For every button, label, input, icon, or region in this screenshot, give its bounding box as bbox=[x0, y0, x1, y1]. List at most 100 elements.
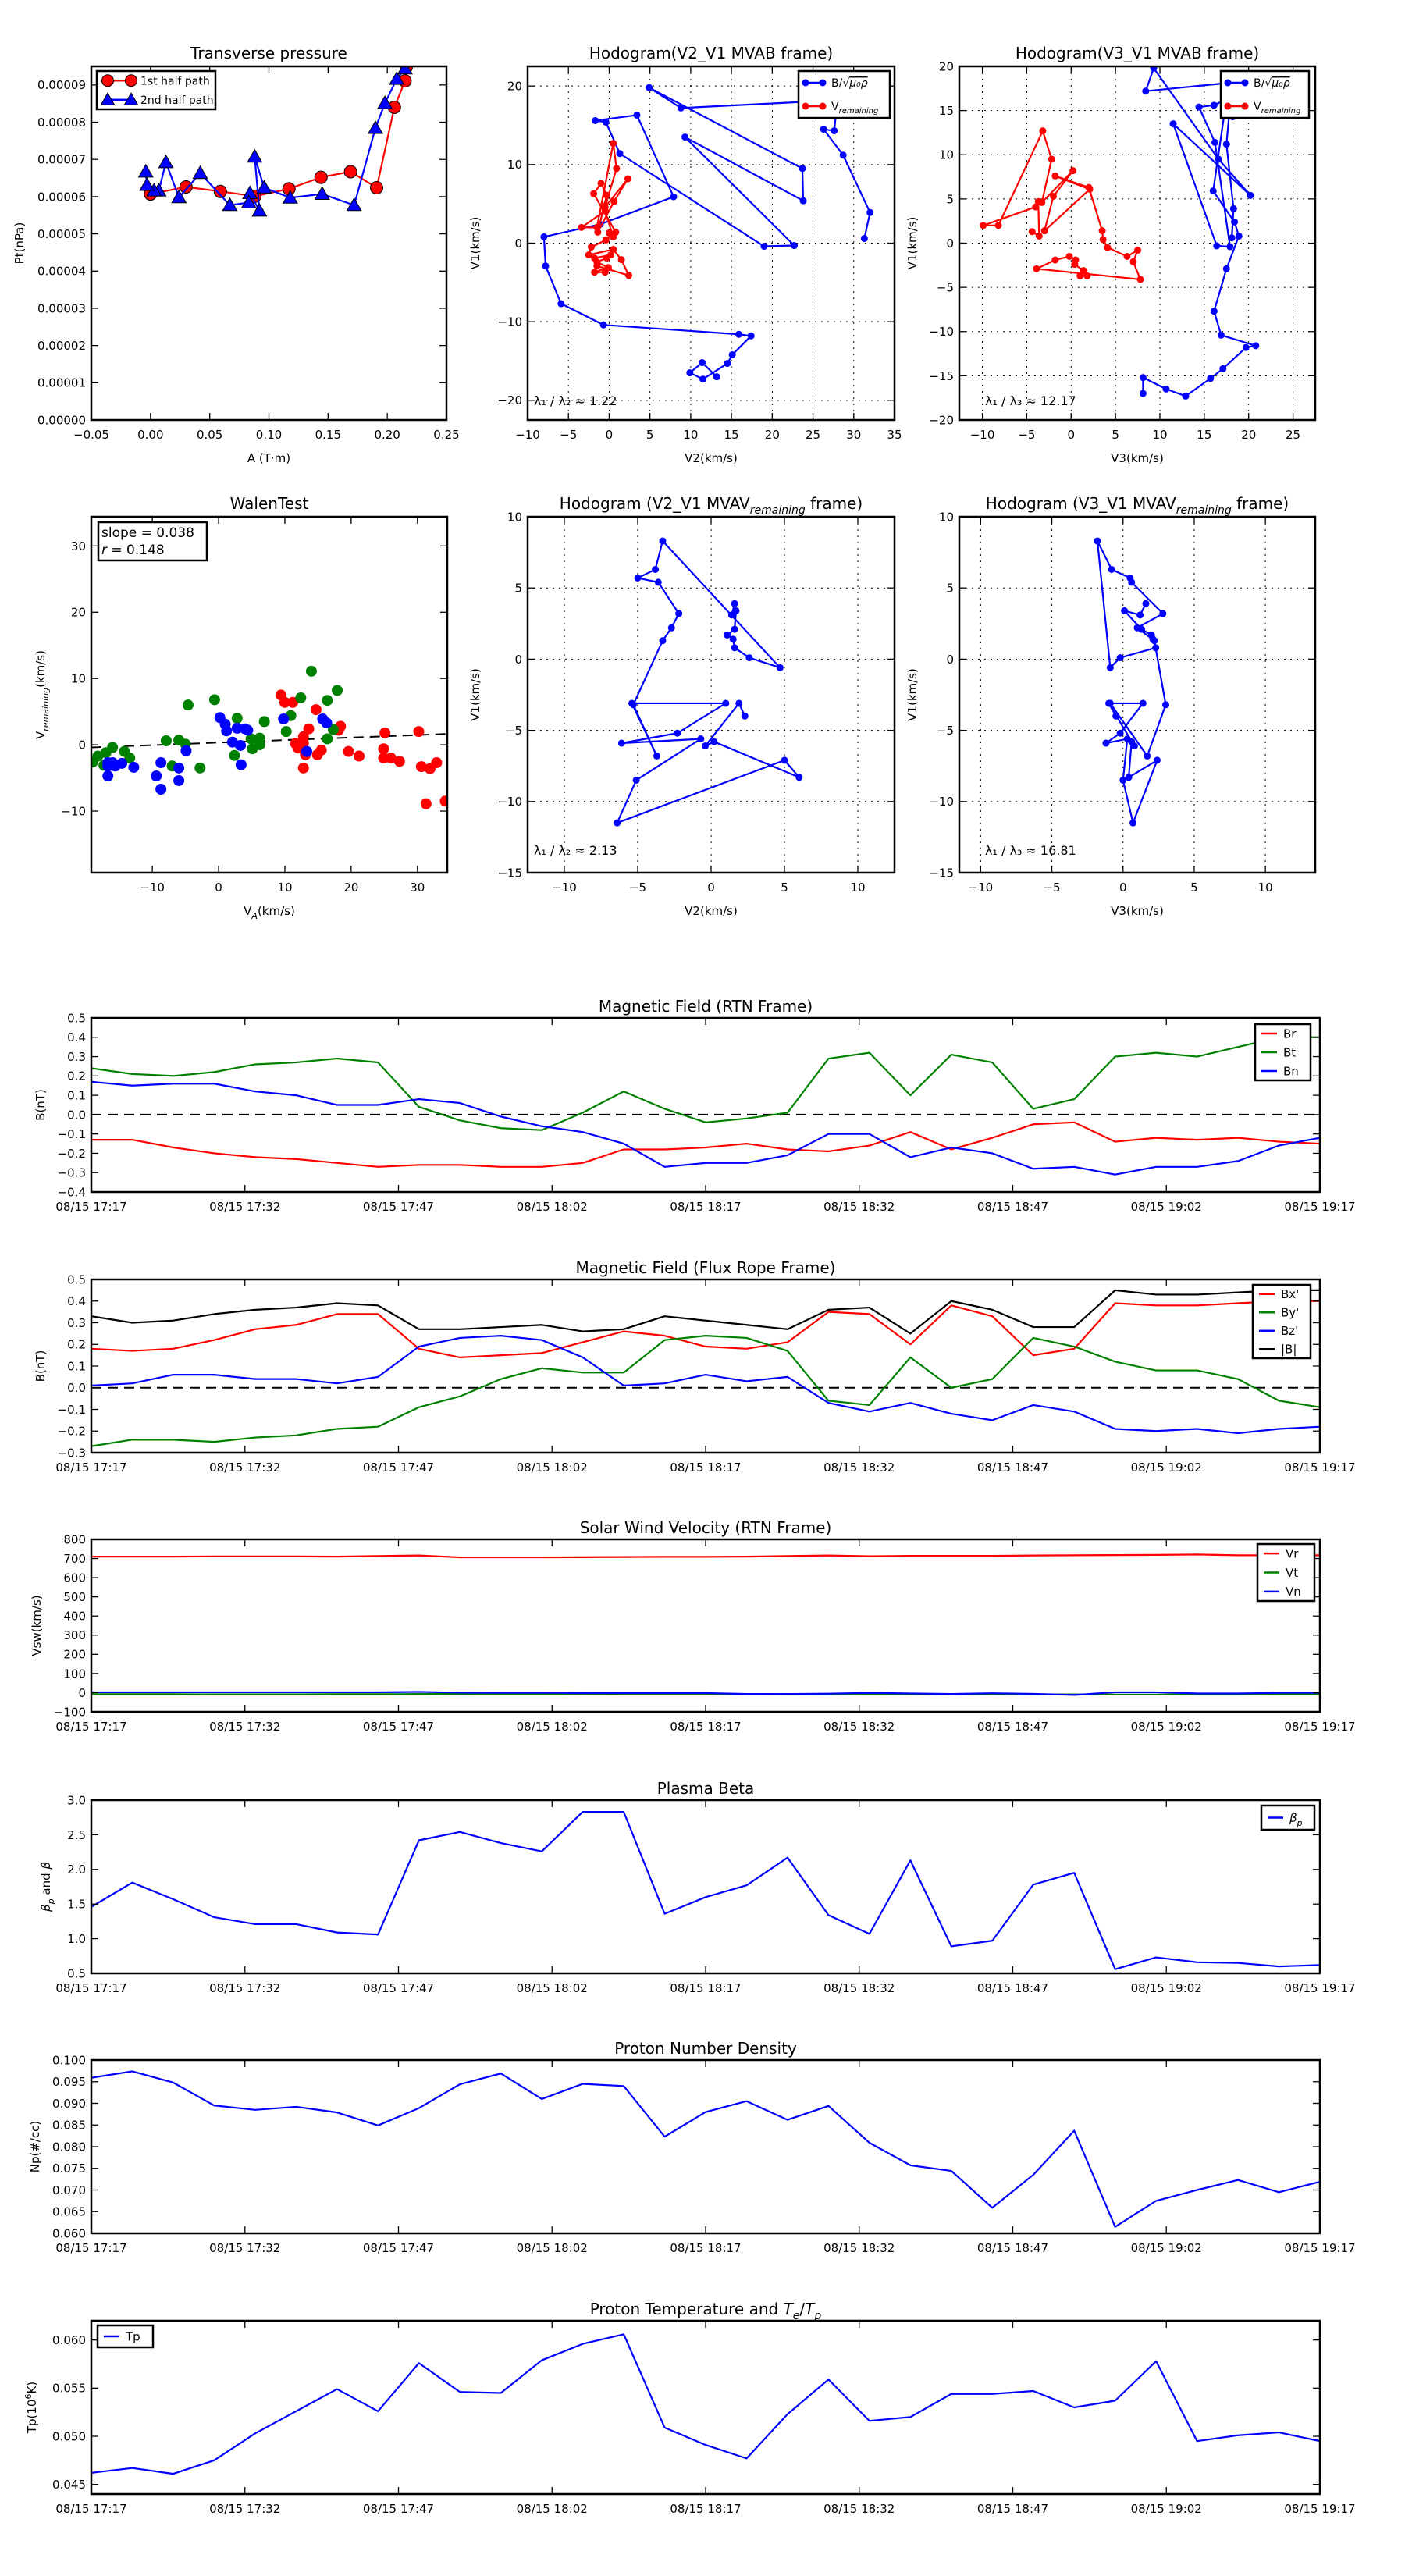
x-tick-label: −10 bbox=[969, 881, 994, 895]
data-point bbox=[653, 752, 660, 760]
chart-title: Magnetic Field (Flux Rope Frame) bbox=[576, 1258, 836, 1277]
data-point bbox=[760, 243, 768, 251]
data-point bbox=[1229, 205, 1237, 212]
series-line-beta-p bbox=[91, 1811, 1320, 1970]
x-tick-label: 08/15 19:02 bbox=[1131, 2502, 1202, 2516]
scatter-point bbox=[102, 770, 114, 782]
x-tick-label: 08/15 17:17 bbox=[55, 1461, 126, 1475]
data-point bbox=[1142, 87, 1150, 95]
y-tick-label: 10 bbox=[939, 510, 954, 524]
text-segment: V bbox=[831, 101, 839, 113]
x-tick-label: 08/15 19:17 bbox=[1284, 2502, 1355, 2516]
data-point bbox=[727, 611, 735, 619]
data-point bbox=[137, 163, 154, 178]
text-segment: Hodogram(V3_V1 MVAB frame) bbox=[1016, 44, 1259, 62]
y-tick-label: 0.055 bbox=[52, 2382, 86, 2396]
data-point bbox=[1123, 252, 1131, 260]
data-point bbox=[1195, 103, 1203, 111]
x-tick-label: 20 bbox=[343, 881, 358, 895]
legend-entry: Bx' bbox=[1259, 1287, 1299, 1301]
scatter-point bbox=[151, 770, 162, 782]
data-point bbox=[731, 625, 738, 633]
y-tick-label: 0.4 bbox=[67, 1294, 86, 1308]
scatter-point bbox=[301, 745, 312, 757]
data-point bbox=[1228, 234, 1236, 242]
x-tick-label: −0.05 bbox=[73, 428, 109, 442]
ticks bbox=[959, 516, 1315, 873]
series-tp bbox=[91, 2333, 1320, 2475]
text-segment: Tp bbox=[125, 2329, 140, 2343]
legend-box bbox=[1251, 1283, 1312, 1360]
scatter-point bbox=[155, 757, 167, 769]
legend-marker bbox=[802, 102, 809, 110]
scatter-point bbox=[343, 745, 354, 757]
proton-temperature-panel: 08/15 17:17 08/15 17:32 08/15 17:47 08/15 1… bbox=[23, 2300, 1356, 2516]
series-line-bz-prime bbox=[91, 1335, 1320, 1435]
text-segment: μ₀ρ bbox=[848, 77, 868, 90]
hodogram-v3-v1-mvav-panel: −10 −5 0 5 10 −15 −10 −5 0 5 10 Hodogram (V3_V1 MVA… bbox=[905, 494, 1317, 918]
plot-area bbox=[91, 1553, 1320, 1696]
legend: 1st half path 2nd half path bbox=[95, 69, 217, 111]
x-tick-label: −5 bbox=[1043, 881, 1060, 895]
legend-label: βp bbox=[1289, 1811, 1303, 1828]
data-point bbox=[860, 234, 868, 242]
legend-entry: Vt bbox=[1264, 1566, 1298, 1580]
text-segment: WalenTest bbox=[230, 494, 309, 513]
series-v-remaining-mvav bbox=[1094, 537, 1169, 827]
y-tick-label: 0 bbox=[946, 237, 954, 251]
data-point bbox=[614, 819, 621, 827]
scatter-point bbox=[354, 750, 365, 762]
y-tick-label: 0.00002 bbox=[37, 339, 86, 353]
y-tick-label: 0.100 bbox=[52, 2053, 86, 2067]
data-point bbox=[699, 359, 706, 367]
x-tick-label: 25 bbox=[806, 428, 820, 442]
scatter-point bbox=[413, 726, 425, 738]
data-point bbox=[602, 236, 610, 244]
axes-frame bbox=[90, 1799, 1321, 1975]
y-axis-label: βp and β bbox=[39, 1862, 56, 1912]
y-tick-label: 0.00000 bbox=[37, 413, 86, 427]
x-tick-label: 10 bbox=[683, 428, 698, 442]
x-tick-label: 08/15 18:47 bbox=[977, 2241, 1048, 2255]
series-bz-prime bbox=[91, 1335, 1320, 1435]
y-tick-label: 0.0 bbox=[67, 1381, 86, 1395]
data-point bbox=[1038, 198, 1046, 206]
legend-entry: Bn bbox=[1261, 1064, 1299, 1078]
data-point bbox=[601, 269, 609, 276]
scatter-point bbox=[278, 713, 290, 724]
legend-entry: Vn bbox=[1264, 1585, 1301, 1599]
text-segment: V bbox=[1254, 101, 1261, 113]
data-point bbox=[1040, 227, 1048, 235]
legend-box bbox=[1219, 69, 1311, 119]
y-tick-label: 0.080 bbox=[52, 2140, 86, 2154]
x-tick-label: 08/15 17:17 bbox=[55, 1981, 126, 1995]
scatter-point bbox=[279, 696, 290, 708]
data-point bbox=[1213, 242, 1221, 250]
x-tick-label: 08/15 17:47 bbox=[363, 1720, 434, 1734]
text-segment: r bbox=[101, 543, 108, 558]
series-vt bbox=[91, 1692, 1320, 1695]
x-tick-label: 0.25 bbox=[433, 428, 459, 442]
data-point bbox=[654, 578, 662, 586]
scatter-point bbox=[231, 713, 243, 724]
series-line-bx-prime bbox=[91, 1300, 1320, 1359]
x-tick-label: 08/15 18:02 bbox=[517, 1720, 588, 1734]
scatter-point bbox=[315, 744, 327, 756]
data-point bbox=[646, 84, 653, 91]
text-segment: p bbox=[813, 2310, 821, 2322]
x-tick-label: 08/15 17:47 bbox=[363, 1461, 434, 1475]
scatter-point bbox=[182, 699, 194, 711]
series-line-vr bbox=[91, 1553, 1320, 1559]
text-segment: Hodogram(V2_V1 MVAB frame) bbox=[589, 44, 833, 62]
y-tick-label: 0.3 bbox=[67, 1316, 86, 1330]
y-tick-label: 0.2 bbox=[67, 1069, 86, 1083]
data-point bbox=[670, 193, 678, 201]
scatter-point bbox=[332, 685, 343, 696]
plot-area bbox=[91, 1811, 1320, 1970]
series-b-magnitude bbox=[91, 1289, 1320, 1335]
data-point bbox=[667, 624, 675, 632]
y-tick-label: 0.5 bbox=[67, 1011, 86, 1025]
scatter-point bbox=[280, 726, 292, 738]
data-point bbox=[1182, 392, 1190, 400]
text-segment: remaining bbox=[839, 107, 879, 116]
